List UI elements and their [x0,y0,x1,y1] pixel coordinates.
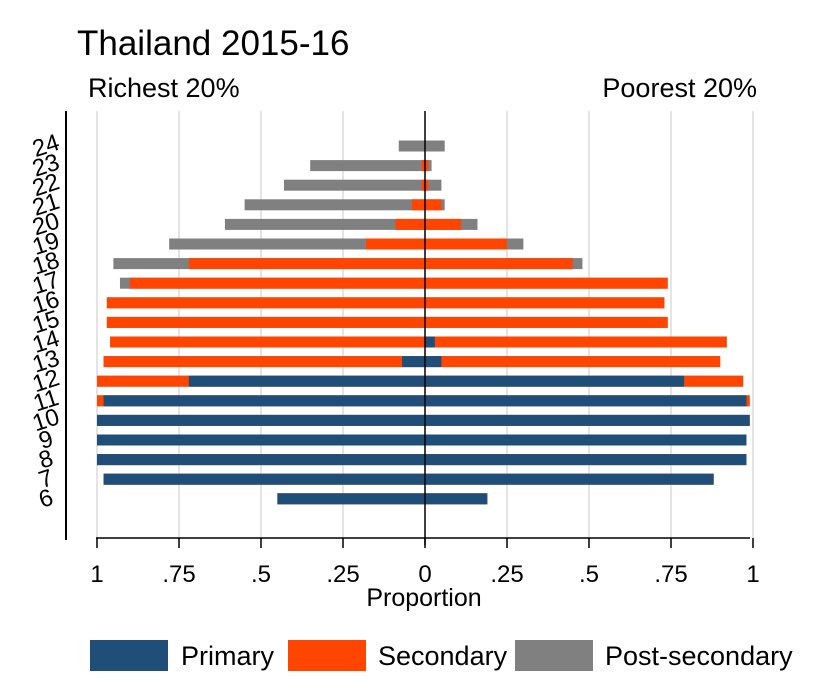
bar-richest-primary-age-12 [188,375,425,387]
bar-poorest-primary-age-13 [425,356,442,368]
x-tick-label: 1 [90,561,103,588]
bar-poorest-primary-age-12 [425,375,685,387]
bar-richest-secondary-age-19 [365,238,425,250]
bar-richest-primary-age-10 [97,414,425,426]
legend-label-primary: Primary [181,641,274,671]
bar-richest-secondary-age-13 [103,356,425,368]
legend-label-secondary: Secondary [378,641,508,671]
bars-group [97,140,750,505]
bar-richest-post-secondary-age-20 [224,218,425,230]
bar-poorest-primary-age-6 [425,493,488,505]
richest-side-label: Richest 20% [88,73,240,103]
bar-poorest-secondary-age-15 [425,316,668,328]
bar-poorest-primary-age-10 [425,414,750,426]
x-tick-label: .25 [326,561,359,588]
bar-poorest-primary-age-7 [425,473,714,485]
bar-poorest-secondary-age-14 [425,336,727,348]
bar-poorest-primary-age-14 [425,336,435,348]
bar-poorest-secondary-age-17 [425,277,668,289]
bar-richest-primary-age-13 [402,356,425,368]
bar-richest-post-secondary-age-22 [283,179,425,191]
x-axis-ticks: 1 .75 .5 .25 0 .25 .5 .75 1 [90,538,760,588]
x-axis-title: Proportion [366,584,481,612]
bar-poorest-secondary-age-20 [425,218,462,230]
legend-swatch-post-secondary [515,640,593,671]
legend-label-post-secondary: Post-secondary [605,641,793,671]
bar-richest-post-secondary-age-21 [244,199,425,211]
bar-richest-post-secondary-age-19 [169,238,425,250]
legend-swatch-primary [90,640,168,671]
bar-poorest-secondary-age-19 [425,238,507,250]
x-tick-label: .5 [251,561,271,588]
bar-richest-primary-age-6 [277,493,425,505]
bar-poorest-primary-age-11 [425,395,747,407]
bar-richest-secondary-age-17 [129,277,426,289]
x-tick-label: 0 [418,561,431,588]
bar-richest-primary-age-8 [97,454,425,466]
bar-poorest-secondary-age-23 [425,160,429,172]
x-tick-label: .5 [579,561,599,588]
bar-richest-primary-age-9 [97,434,425,446]
bar-richest-secondary-age-22 [421,179,425,191]
x-tick-label: 1 [746,561,759,588]
x-tick-label: .25 [490,561,523,588]
bar-richest-post-secondary-age-24 [398,140,425,152]
poorest-side-label: Poorest 20% [602,73,757,103]
bar-poorest-secondary-age-16 [425,297,665,309]
bar-richest-secondary-age-14 [110,336,426,348]
x-tick-label: .75 [654,561,687,588]
legend-swatch-secondary [288,640,366,671]
bar-poorest-primary-age-8 [425,454,747,466]
bar-richest-post-secondary-age-23 [310,160,425,172]
x-tick-label: .75 [162,561,195,588]
bar-richest-secondary-age-23 [421,160,425,172]
chart-title: Thailand 2015-16 [77,24,349,63]
bar-poorest-post-secondary-age-22 [425,179,442,191]
bar-richest-primary-age-11 [103,395,425,407]
legend: Primary Secondary Post-secondary [90,640,793,671]
bar-richest-secondary-age-20 [395,218,425,230]
bar-richest-primary-age-7 [103,473,425,485]
bar-richest-secondary-age-21 [411,199,425,211]
bar-poorest-post-secondary-age-24 [425,140,445,152]
bar-poorest-primary-age-9 [425,434,747,446]
bar-poorest-secondary-age-22 [425,179,429,191]
bar-poorest-secondary-age-13 [425,356,721,368]
bar-richest-secondary-age-18 [188,258,425,270]
bar-richest-secondary-age-16 [106,297,425,309]
bar-richest-secondary-age-15 [106,316,425,328]
bar-poorest-secondary-age-21 [425,199,442,211]
bar-poorest-secondary-age-18 [425,258,573,270]
